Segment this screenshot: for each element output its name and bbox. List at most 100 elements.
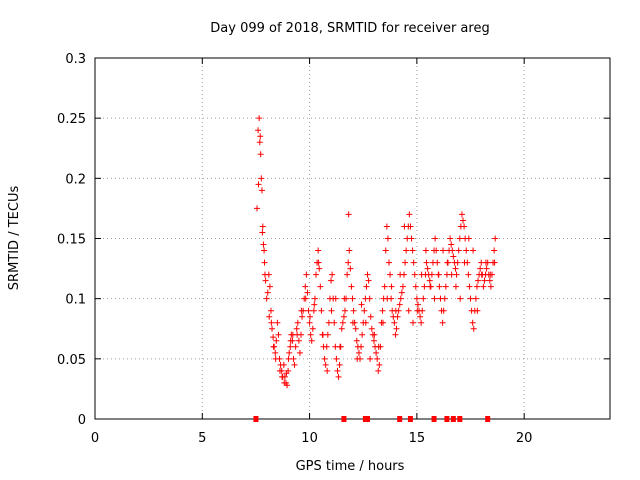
chart-title: Day 099 of 2018, SRMTID for receiver are…	[210, 21, 489, 36]
plot-frame	[94, 57, 611, 420]
grid-layer	[95, 58, 610, 419]
data-point	[428, 271, 435, 278]
data-point	[433, 247, 440, 254]
data-point	[258, 187, 265, 194]
data-point	[455, 247, 462, 254]
data-point	[341, 295, 348, 302]
data-point	[467, 295, 474, 302]
data-point	[492, 235, 499, 242]
data-point	[310, 307, 317, 314]
data-point	[411, 271, 418, 278]
data-point	[254, 205, 261, 212]
data-point	[311, 301, 318, 308]
data-point	[463, 247, 470, 254]
data-point	[287, 343, 294, 350]
data-point	[414, 301, 421, 308]
data-point	[319, 331, 326, 338]
data-point	[345, 211, 352, 218]
data-point	[373, 349, 380, 356]
data-point	[362, 319, 369, 326]
data-point	[461, 259, 468, 266]
data-point	[491, 259, 498, 266]
data-point	[391, 319, 398, 326]
data-point	[359, 331, 366, 338]
data-point	[440, 247, 447, 254]
data-points	[254, 115, 499, 389]
data-point	[256, 139, 263, 146]
data-point	[329, 271, 336, 278]
data-gap-marker	[444, 416, 450, 422]
data-point	[486, 277, 493, 284]
data-gap-markers	[253, 416, 491, 422]
data-point	[294, 319, 301, 326]
x-tick-label: 20	[516, 431, 533, 446]
data-point	[270, 343, 277, 350]
data-point	[473, 283, 480, 290]
data-point	[374, 355, 381, 362]
data-point	[295, 337, 302, 344]
data-point	[398, 289, 405, 296]
data-point	[406, 211, 413, 218]
data-point	[283, 370, 290, 377]
data-point	[272, 355, 279, 362]
data-point	[424, 265, 431, 272]
data-point	[305, 307, 312, 314]
tick-layer: 0 0.05 0.1 0.15 0.2 0.25 0.3 0 5 10 15 20	[57, 52, 610, 446]
y-tick-label: 0.15	[57, 233, 86, 248]
data-point	[432, 235, 439, 242]
data-point	[392, 307, 399, 314]
data-point	[323, 343, 330, 350]
data-point	[270, 334, 277, 341]
data-point	[452, 283, 459, 290]
data-point	[276, 367, 283, 374]
data-gap-marker	[407, 416, 413, 422]
data-point	[414, 307, 421, 314]
data-point	[480, 283, 487, 290]
data-point	[259, 229, 266, 236]
data-point	[292, 343, 299, 350]
data-point	[261, 271, 268, 278]
data-point	[257, 133, 264, 140]
data-point	[367, 355, 374, 362]
data-point	[449, 247, 456, 254]
data-point	[258, 175, 265, 182]
data-point	[375, 343, 382, 350]
data-point	[338, 325, 345, 332]
data-point	[470, 325, 477, 332]
data-point	[269, 325, 276, 332]
data-point	[375, 367, 382, 374]
data-point	[293, 325, 300, 332]
data-point	[397, 295, 404, 302]
data-point	[397, 271, 404, 278]
data-point	[294, 331, 301, 338]
data-point	[423, 259, 430, 266]
data-point	[322, 361, 329, 368]
data-point	[352, 325, 359, 332]
data-point	[402, 259, 409, 266]
data-point	[353, 337, 360, 344]
data-point	[318, 307, 325, 314]
data-point	[394, 313, 401, 320]
data-point	[418, 319, 425, 326]
data-point	[454, 259, 461, 266]
data-point	[350, 307, 357, 314]
data-point	[349, 295, 356, 302]
y-tick-label: 0.1	[65, 293, 86, 308]
data-point	[384, 235, 391, 242]
data-point	[465, 235, 472, 242]
data-point	[279, 373, 286, 380]
data-point	[255, 127, 262, 134]
data-point	[344, 271, 351, 278]
data-point	[381, 283, 388, 290]
data-point	[340, 313, 347, 320]
data-point	[364, 271, 371, 278]
data-point	[299, 313, 306, 320]
data-point	[472, 295, 479, 302]
data-point	[407, 223, 414, 230]
data-point	[385, 259, 392, 266]
data-point	[470, 247, 477, 254]
data-point	[336, 361, 343, 368]
data-point	[382, 247, 389, 254]
y-tick-label: 0.25	[57, 112, 86, 127]
data-point	[358, 343, 365, 350]
